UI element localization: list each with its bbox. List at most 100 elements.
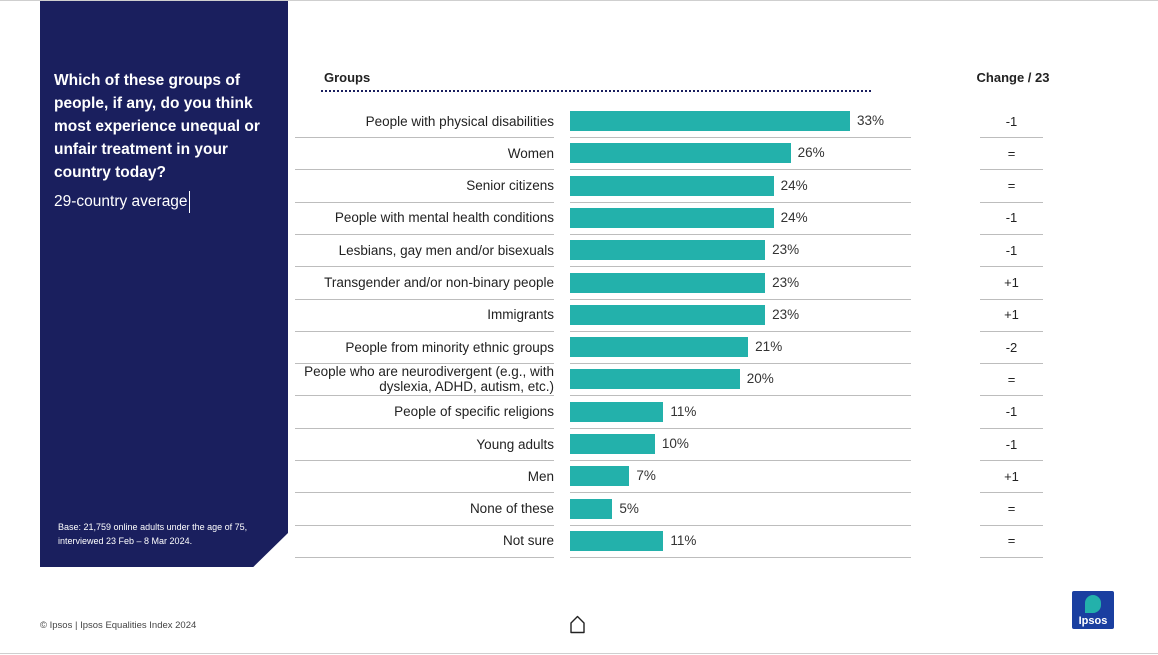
logo-text: Ipsos bbox=[1078, 615, 1108, 627]
chart-row: People of specific religions 11% -1 bbox=[0, 396, 1158, 429]
change-separator bbox=[980, 330, 1043, 332]
category-label-text: People who are neurodivergent (e.g., wit… bbox=[304, 364, 554, 395]
bar bbox=[570, 369, 740, 390]
change-value: = bbox=[1007, 501, 1016, 517]
category-label-text: People of specific religions bbox=[394, 404, 554, 420]
row-separator bbox=[295, 524, 554, 526]
top-border bbox=[0, 0, 1158, 1]
value-label: 24% bbox=[780, 209, 808, 225]
category-label-text: None of these bbox=[469, 501, 554, 517]
category-label: People from minority ethnic groups bbox=[295, 331, 554, 363]
change-value: -2 bbox=[1005, 339, 1018, 355]
value-label: 11% bbox=[670, 532, 697, 548]
bar-separator bbox=[570, 556, 911, 558]
chart-row: Senior citizens 24% = bbox=[0, 170, 1158, 203]
bar-separator bbox=[570, 137, 911, 138]
value-label: 33% bbox=[857, 113, 885, 128]
category-label-text: Men bbox=[527, 468, 554, 484]
category-label: Men bbox=[295, 460, 554, 492]
change-value: = bbox=[1007, 178, 1016, 194]
value-label: 24% bbox=[780, 177, 808, 193]
change-value: = bbox=[1007, 533, 1016, 549]
category-label: Women bbox=[295, 137, 554, 169]
change-value: -1 bbox=[1005, 210, 1018, 226]
bar bbox=[570, 240, 766, 261]
change-value: -1 bbox=[1005, 404, 1018, 420]
chart-row: People who are neurodivergent (e.g., wit… bbox=[0, 363, 1158, 397]
category-label: Senior citizens bbox=[295, 170, 554, 202]
chart-row: None of these 5% = bbox=[0, 493, 1158, 526]
bar bbox=[570, 272, 766, 293]
change-header: Change / 23 bbox=[976, 70, 1050, 85]
category-label: People who are neurodivergent (e.g., wit… bbox=[295, 363, 554, 395]
bar-separator bbox=[570, 492, 911, 494]
row-separator bbox=[295, 201, 554, 203]
bar bbox=[570, 143, 791, 164]
change-separator bbox=[980, 298, 1043, 300]
change-separator bbox=[980, 363, 1043, 365]
chart-row: Women 26% = bbox=[0, 137, 1158, 171]
row-separator bbox=[295, 395, 554, 397]
value-label: 23% bbox=[772, 306, 800, 322]
change-separator bbox=[980, 427, 1043, 429]
bar-separator bbox=[570, 460, 911, 461]
ipsos-logo: Ipsos bbox=[1072, 591, 1114, 629]
value-label: 21% bbox=[755, 339, 783, 355]
category-label: Transgender and/or non-binary people bbox=[295, 267, 554, 299]
change-value: = bbox=[1007, 145, 1016, 161]
home-icon[interactable] bbox=[569, 614, 586, 634]
category-label: Young adults bbox=[295, 428, 554, 460]
row-separator bbox=[295, 266, 554, 268]
base-note: Base: 21,759 online adults under the age… bbox=[58, 522, 248, 546]
row-separator bbox=[295, 137, 554, 138]
bar-separator bbox=[570, 330, 911, 332]
value-label: 20% bbox=[746, 371, 774, 387]
bar bbox=[570, 207, 774, 228]
change-value: -1 bbox=[1005, 242, 1018, 258]
category-label: People with physical disabilities bbox=[295, 105, 554, 137]
question-panel: Which of these groups of people, if any,… bbox=[40, 1, 288, 567]
category-label-text: People with mental health conditions bbox=[334, 210, 554, 226]
category-label: Not sure bbox=[295, 525, 554, 557]
value-label: 23% bbox=[772, 274, 800, 290]
value-label: 11% bbox=[670, 403, 697, 419]
category-label-text: Lesbians, gay men and/or bisexuals bbox=[338, 242, 554, 258]
change-value: -1 bbox=[1005, 113, 1018, 129]
bar bbox=[570, 337, 749, 358]
bottom-border bbox=[0, 653, 1158, 654]
chart-row: Transgender and/or non-binary people 23% +… bbox=[0, 267, 1158, 300]
bar bbox=[570, 175, 774, 196]
chart-row: People with physical disabilities 33% -1 bbox=[0, 105, 1158, 138]
chart-row: Men 7% +1 bbox=[0, 460, 1158, 494]
chart-row: Not sure 11% = bbox=[0, 525, 1158, 558]
change-value: +1 bbox=[1004, 307, 1019, 323]
subtitle-text: 29-country average bbox=[54, 191, 190, 213]
change-separator bbox=[980, 460, 1043, 461]
category-label-text: Immigrants bbox=[487, 307, 554, 323]
row-separator bbox=[295, 233, 554, 235]
logo-mark bbox=[1085, 595, 1101, 613]
value-label: 5% bbox=[619, 500, 639, 516]
bar bbox=[570, 434, 655, 454]
category-label: Lesbians, gay men and/or bisexuals bbox=[295, 234, 554, 266]
groups-header: Groups bbox=[324, 70, 371, 85]
category-label-text: Not sure bbox=[502, 533, 554, 549]
value-label: 10% bbox=[661, 436, 689, 451]
change-separator bbox=[980, 492, 1043, 494]
bar-separator bbox=[570, 266, 911, 268]
bar-separator bbox=[570, 169, 911, 171]
bar-separator bbox=[570, 298, 911, 300]
change-separator bbox=[980, 201, 1043, 203]
category-label-text: People from minority ethnic groups bbox=[345, 339, 554, 355]
category-label-text: Young adults bbox=[476, 436, 554, 452]
row-separator bbox=[295, 330, 554, 332]
change-value: +1 bbox=[1004, 468, 1019, 484]
bar bbox=[570, 304, 766, 325]
row-separator bbox=[295, 427, 554, 429]
bar-separator bbox=[570, 427, 911, 429]
category-label: People with mental health conditions bbox=[295, 202, 554, 234]
chart-row: People from minority ethnic groups 21% -2 bbox=[0, 331, 1158, 365]
category-label: People of specific religions bbox=[295, 396, 554, 428]
bar bbox=[570, 401, 664, 422]
